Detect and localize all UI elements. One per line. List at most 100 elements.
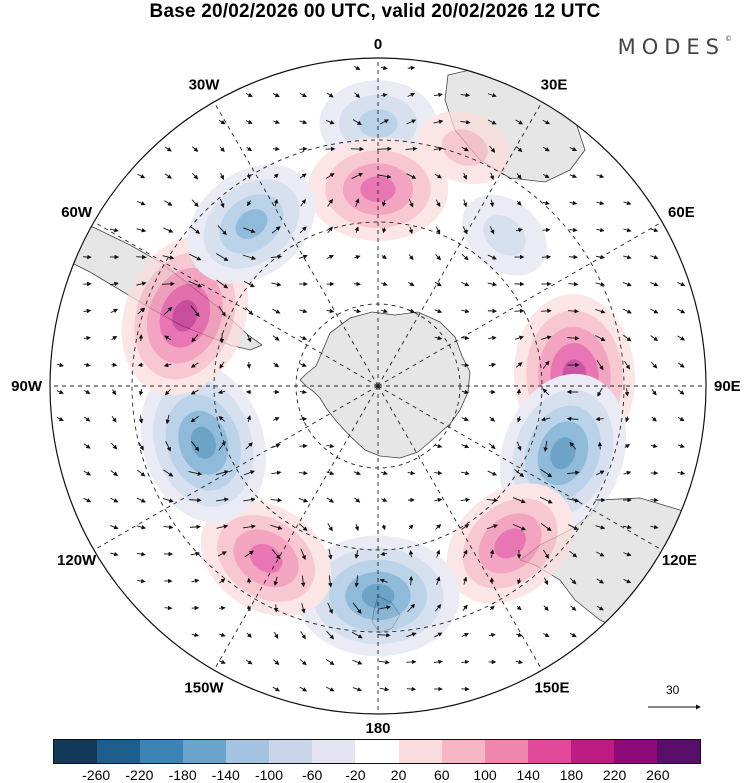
wind-arrow (165, 414, 170, 425)
wind-arrow (677, 470, 686, 476)
wind-arrow (596, 227, 605, 233)
wind-arrow (354, 226, 359, 233)
wind-arrow (298, 497, 309, 503)
wind-arrow (273, 576, 279, 586)
wind-arrow (138, 388, 144, 396)
wind-arrow (246, 577, 252, 584)
wind-arrow (461, 281, 470, 287)
wind-arrow (515, 659, 524, 665)
wind-arrow (111, 415, 117, 423)
wind-arrow (434, 281, 442, 287)
wind-arrow (215, 497, 229, 502)
wind-arrow (569, 577, 577, 585)
wind-arrow (406, 632, 417, 638)
wind-arrow (542, 200, 550, 206)
wind-arrow (542, 146, 550, 152)
colorbar-swatch-4 (226, 740, 270, 763)
wind-arrow (190, 551, 201, 557)
wind-arrow (110, 470, 119, 477)
wind-arrow (408, 254, 414, 261)
lon-label-180: 180 (365, 720, 390, 737)
wind-arrow (568, 524, 579, 530)
wind-arrow (190, 362, 199, 368)
meridian-150 (377, 385, 543, 671)
wind-arrow (595, 335, 606, 341)
wind-arrow (83, 497, 92, 503)
wind-arrow (352, 602, 362, 614)
wind-arrow (56, 362, 65, 368)
wind-arrow (541, 254, 552, 260)
wind-arrow (352, 119, 362, 126)
wind-arrow (299, 335, 308, 341)
wind-arrow (624, 360, 630, 370)
wind-arrow (569, 227, 578, 233)
wind-arrow (408, 226, 414, 235)
wind-arrow (461, 389, 470, 395)
wind-arrow (84, 389, 91, 395)
wind-arrow (489, 416, 495, 422)
wind-arrow (379, 119, 389, 125)
wind-arrow (271, 282, 282, 287)
wind-arrow (137, 307, 145, 315)
wind-arrow (216, 524, 229, 529)
wind-arrow (299, 146, 308, 152)
wind-arrow (677, 362, 685, 368)
wind-arrow (377, 174, 392, 179)
wind-arrow (83, 335, 92, 341)
wind-arrow (215, 470, 230, 476)
wind-arrow (109, 227, 119, 233)
wind-arrow (380, 308, 388, 314)
wind-arrow (650, 497, 659, 503)
wind-arrow (462, 576, 468, 585)
wind-arrow (624, 388, 630, 397)
wind-arrow (567, 498, 580, 503)
wind-arrow (219, 361, 225, 369)
wind-arrow (460, 92, 471, 98)
anomaly-lat-45-lon-40-low (461, 194, 548, 276)
wind-arrow (650, 254, 659, 260)
wind-arrow (517, 416, 522, 423)
meridian-210 (213, 385, 379, 671)
wind-arrow (273, 631, 279, 639)
wind-arrow (111, 389, 117, 396)
wind-arrow (568, 254, 579, 260)
wind-arrow (569, 146, 578, 152)
wind-arrow (435, 226, 441, 235)
wind-arrow (489, 145, 496, 153)
wind-arrow (407, 281, 415, 287)
wind-arrow (380, 551, 387, 557)
wind-arrow (623, 227, 632, 233)
meridian-120 (377, 385, 663, 551)
wind-arrow (596, 578, 605, 584)
colorbar-swatch-2 (140, 740, 184, 763)
wind-arrow (433, 92, 443, 98)
wind-arrow (406, 659, 417, 665)
wind-arrow (272, 443, 281, 448)
wind-arrow (514, 469, 525, 478)
wind-arrow (327, 226, 333, 234)
wind-arrow (138, 415, 144, 424)
wind-arrow (246, 362, 252, 369)
wind-arrow (246, 146, 253, 152)
wind-arrow (462, 172, 467, 180)
wind-arrow (354, 92, 361, 98)
wind-arrow (245, 659, 253, 665)
wind-arrow (514, 308, 525, 314)
wind-arrow (596, 605, 604, 611)
colorbar-swatch-13 (613, 740, 657, 763)
wind-arrow (379, 578, 388, 584)
wind-arrow (84, 416, 91, 422)
wind-arrow (433, 119, 444, 124)
wind-arrow (489, 172, 495, 181)
wind-arrow (270, 254, 283, 260)
colorbar-swatch-14 (656, 740, 700, 763)
colorbar-tick-label: 220 (602, 767, 627, 783)
colorbar-swatch-7 (355, 740, 399, 763)
wind-arrow (541, 308, 552, 314)
colorbar-ticks: -260 -220 -180 -140 -100 -60 -20 20 60 100 140 180 2… (0, 767, 750, 783)
wind-vectors (56, 65, 686, 692)
wind-arrow (83, 308, 92, 314)
wind-arrow (380, 281, 388, 286)
wind-arrow (191, 632, 200, 638)
